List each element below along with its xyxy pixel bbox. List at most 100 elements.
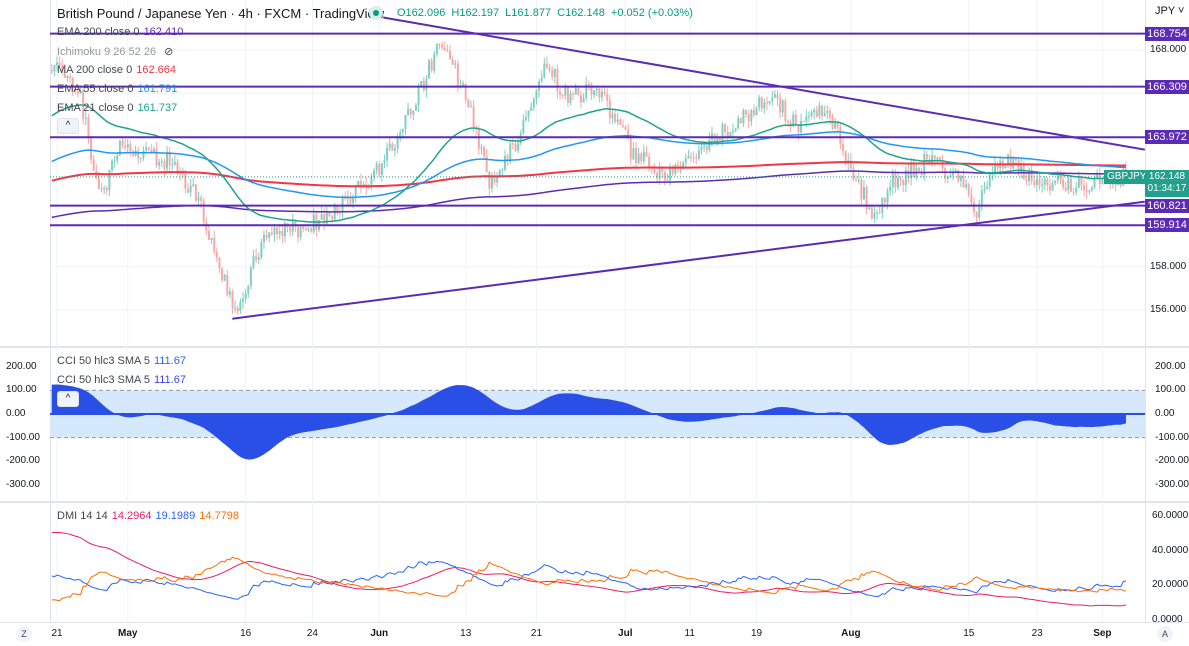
candle-body	[297, 226, 300, 238]
candle-body	[726, 131, 729, 137]
candle-body	[483, 147, 486, 157]
candle-body	[451, 59, 454, 65]
candle-body	[862, 187, 865, 200]
candle-body	[1025, 179, 1028, 182]
candle-body	[857, 179, 860, 181]
candle-body	[517, 143, 520, 151]
candle-body	[404, 115, 407, 130]
candle-body	[1020, 164, 1023, 173]
candle-body	[917, 167, 920, 172]
candle-body	[467, 99, 470, 108]
candle-body	[708, 139, 711, 151]
dmi-tick: 40.0000	[1152, 544, 1189, 556]
legend-value: 162.410	[143, 26, 184, 38]
candle-body	[569, 93, 572, 103]
candle-body	[632, 148, 635, 160]
candle-body	[703, 146, 706, 148]
currency-selector[interactable]: JPY ˅	[1155, 5, 1185, 17]
candle-body	[438, 43, 441, 45]
candle-body	[907, 169, 910, 179]
candle-body	[428, 60, 431, 79]
candle-body	[949, 175, 952, 177]
candle-body	[978, 204, 981, 218]
candle-body	[815, 109, 818, 117]
candle-body	[598, 88, 601, 98]
candle-body	[464, 83, 467, 100]
market-status-icon	[369, 6, 383, 20]
collapse-cci-legend-button[interactable]: ^	[57, 391, 79, 407]
candle-body	[823, 112, 826, 116]
candle-body	[561, 94, 564, 96]
candle-body	[781, 100, 784, 113]
candle-body	[1069, 178, 1072, 192]
price-axis-border	[1145, 0, 1146, 622]
time-tick: May	[118, 628, 138, 639]
candle-body	[973, 202, 975, 213]
candle-body	[1056, 173, 1059, 181]
candle-body	[142, 150, 145, 158]
candle-body	[399, 132, 402, 137]
candle-body	[181, 173, 184, 175]
dmi-tick: 60.0000	[1152, 510, 1189, 522]
candle-body	[514, 143, 517, 151]
candle-body	[160, 161, 163, 163]
candle-body	[619, 119, 622, 126]
candle-body	[126, 144, 129, 148]
left-axis-border	[50, 0, 51, 622]
candle-body	[1072, 191, 1075, 193]
candle-body	[700, 146, 703, 151]
candle-body	[975, 212, 978, 218]
candle-body	[92, 159, 95, 171]
candle-body	[745, 110, 748, 115]
candle-body	[844, 151, 847, 164]
candle-body	[1048, 185, 1051, 191]
legend-label: EMA 55 close 0	[57, 83, 134, 95]
candle-body	[58, 62, 61, 65]
cci-tick-left: 200.00	[6, 360, 37, 372]
low-value: L161.877	[505, 7, 552, 19]
time-tick: Jun	[370, 628, 389, 639]
candle-body	[163, 161, 166, 169]
candle-body	[904, 169, 907, 185]
candle-body	[370, 176, 373, 188]
candle-body	[158, 161, 161, 166]
candle-body	[449, 50, 451, 60]
legend-value: 161.791	[137, 83, 178, 95]
candle-body	[784, 100, 787, 121]
candle-body	[425, 78, 428, 91]
candle-body	[671, 168, 674, 174]
candle-body	[1067, 178, 1070, 191]
candle-body	[228, 291, 231, 295]
candle-body	[352, 198, 355, 203]
candle-body	[184, 173, 187, 189]
candle-body	[462, 83, 465, 87]
zoom-reset-button[interactable]: Z	[16, 626, 32, 642]
candle-body	[747, 114, 750, 122]
candle-body	[870, 207, 873, 219]
auto-scale-button[interactable]: A	[1157, 626, 1173, 642]
candle-body	[928, 159, 931, 165]
candle-body	[669, 168, 672, 181]
candle-body	[831, 117, 834, 129]
time-tick: Sep	[1093, 628, 1112, 639]
collapse-legend-button[interactable]: ^	[57, 118, 79, 134]
candle-body	[472, 106, 475, 128]
candle-body	[797, 125, 800, 133]
candle-body	[378, 164, 381, 175]
candle-body	[891, 173, 894, 187]
candle-body	[611, 113, 614, 119]
candle-body	[695, 157, 698, 159]
candle-body	[509, 143, 512, 160]
candle-body	[959, 176, 962, 182]
candle-body	[121, 140, 124, 146]
candle-body	[1096, 173, 1099, 178]
candle-body	[61, 64, 64, 72]
hidden-eye-icon[interactable]: ⊘	[164, 46, 174, 58]
candle-body	[938, 157, 941, 160]
level-label: 166.309	[1145, 79, 1189, 94]
candle-body	[954, 170, 957, 172]
candle-body	[828, 110, 831, 118]
candle-body	[380, 162, 383, 175]
candle-body	[276, 227, 279, 234]
